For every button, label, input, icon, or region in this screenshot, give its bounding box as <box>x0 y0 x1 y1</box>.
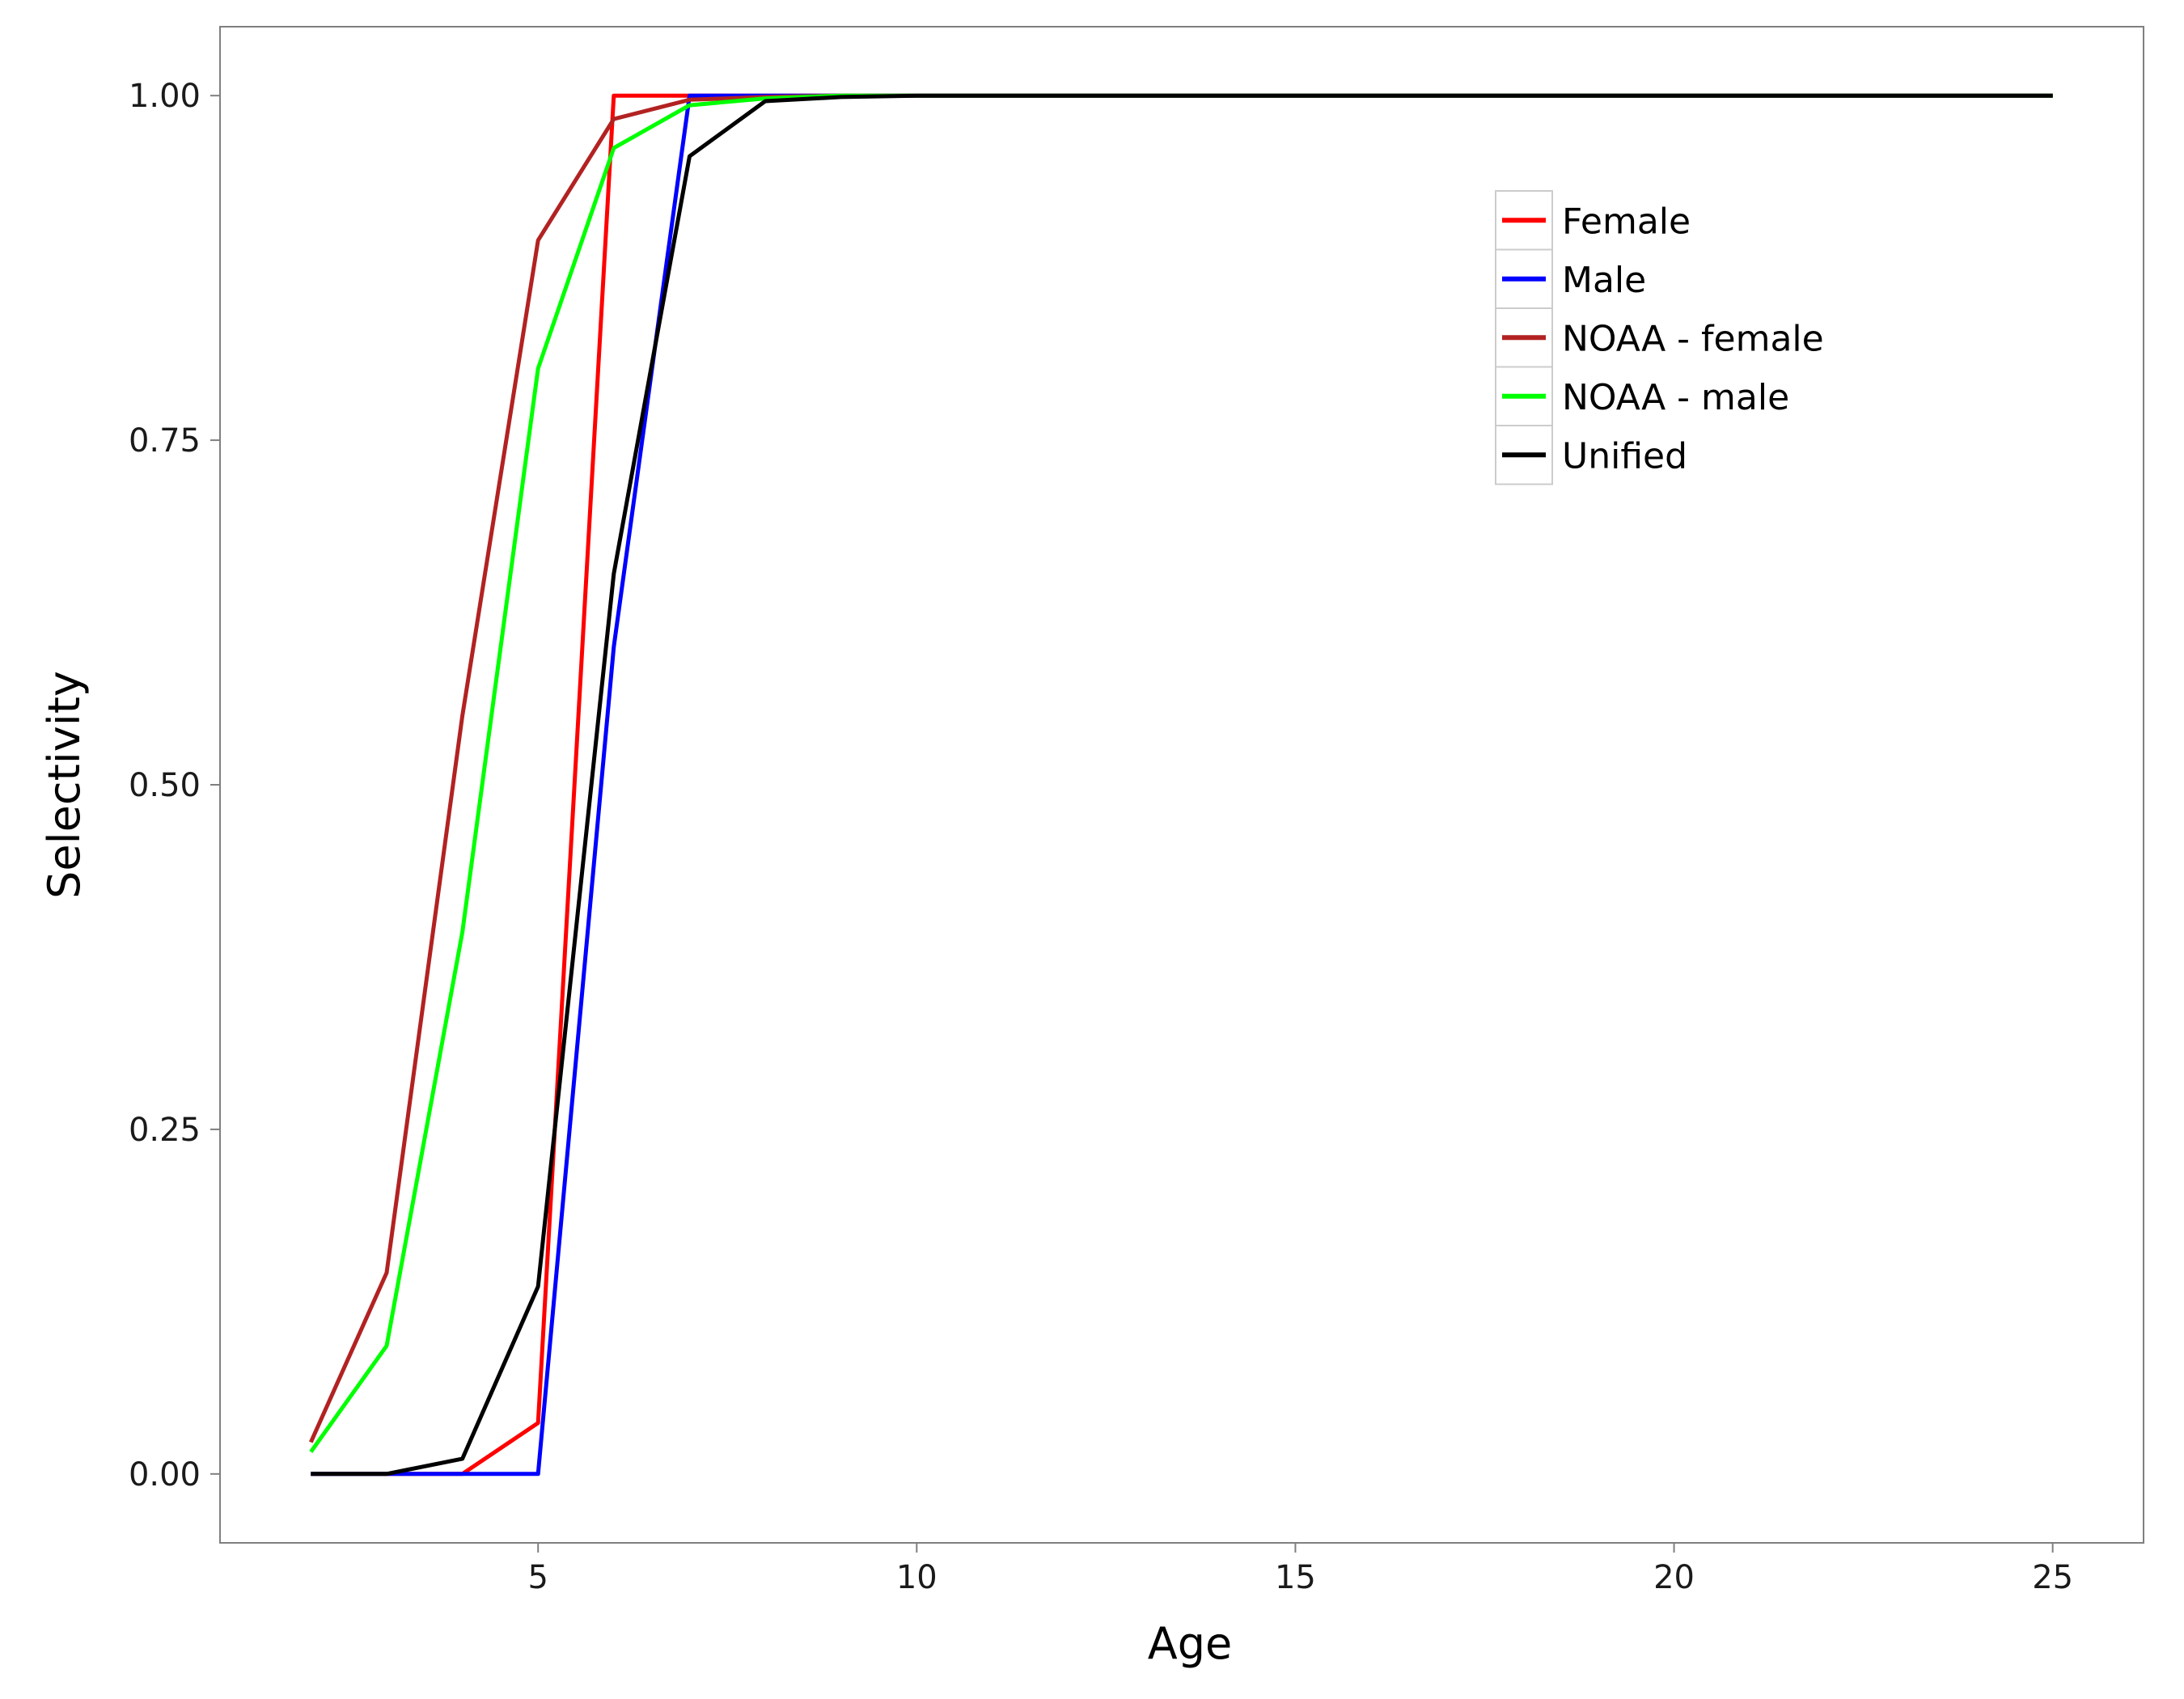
legend: Female Male NOAA - female NOAA - male Unifie… <box>1495 190 1824 485</box>
y-tick-label: 0.25 <box>129 1112 201 1149</box>
x-axis: 5 10 15 20 25 <box>527 1543 2073 1596</box>
legend-label-female: Female <box>1562 201 1691 242</box>
series-lines <box>309 93 2053 1477</box>
legend-label-noaa-male: NOAA - male <box>1562 377 1789 418</box>
x-tick-label: 15 <box>1275 1559 1316 1596</box>
x-tick-label: 10 <box>896 1559 938 1596</box>
x-tick-label: 25 <box>2032 1559 2073 1596</box>
legend-label-noaa-female: NOAA - female <box>1562 318 1824 359</box>
x-axis-title: Age <box>1148 1618 1232 1669</box>
legend-label-male: Male <box>1562 260 1646 301</box>
series-line-unified <box>311 93 2053 1477</box>
legend-label-unified: Unified <box>1562 435 1687 477</box>
x-tick-label: 20 <box>1653 1559 1695 1596</box>
y-tick-label: 1.00 <box>129 78 201 115</box>
y-axis: 0.00 0.25 0.50 0.75 1.00 <box>129 78 220 1494</box>
plot-panel <box>219 26 2144 1544</box>
x-tick-label: 5 <box>527 1559 548 1596</box>
y-tick-label: 0.75 <box>129 422 201 460</box>
y-tick-label: 0.50 <box>129 767 201 804</box>
y-tick-label: 0.00 <box>129 1456 201 1494</box>
y-axis-title: Selectivity <box>39 671 90 899</box>
